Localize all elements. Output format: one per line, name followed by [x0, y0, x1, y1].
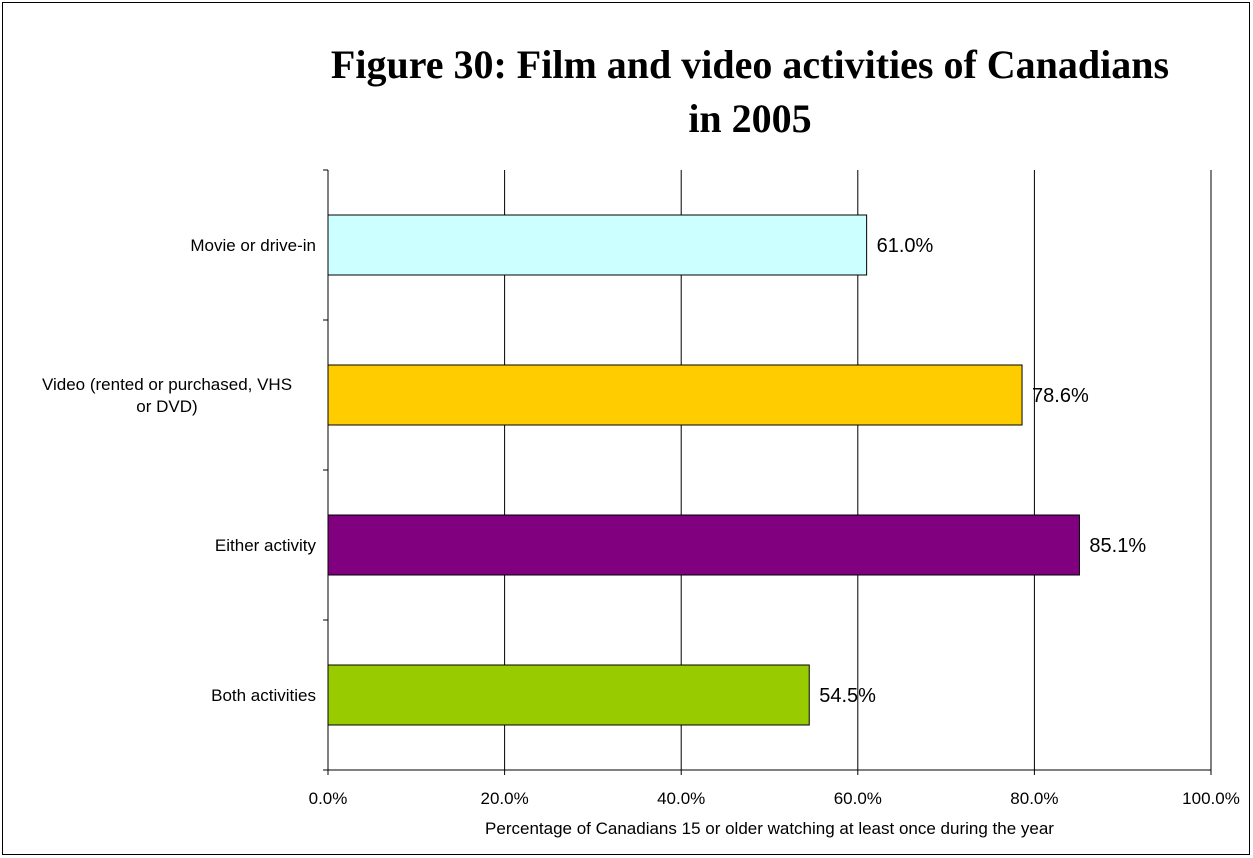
category-label: Both activities: [211, 686, 316, 705]
category-label: Movie or drive-in: [190, 236, 316, 255]
chart-title-line-2: in 2005: [688, 96, 812, 141]
data-label: 85.1%: [1089, 535, 1146, 557]
x-tick-label: 20.0%: [480, 789, 528, 808]
data-label: 61.0%: [877, 235, 934, 257]
chart-title-line-1: Figure 30: Film and video activities of …: [330, 42, 1170, 87]
data-label: 54.5%: [819, 685, 876, 707]
bar: [327, 364, 1023, 426]
bar: [327, 214, 868, 276]
category-label: Video (rented or purchased, VHS: [42, 375, 292, 394]
category-label: Either activity: [215, 536, 317, 555]
bar: [327, 514, 1080, 576]
x-tick-label: 100.0%: [1182, 789, 1240, 808]
x-tick-label: 40.0%: [657, 789, 705, 808]
chart-title: Figure 30: Film and video activities of …: [300, 38, 1200, 146]
bar: [327, 664, 810, 726]
category-label: or DVD): [136, 397, 197, 416]
x-tick-label: 0.0%: [309, 789, 348, 808]
x-tick-label: 60.0%: [834, 789, 882, 808]
x-tick-label: 80.0%: [1010, 789, 1058, 808]
x-axis-title: Percentage of Canadians 15 or older watc…: [485, 819, 1054, 838]
data-label: 78.6%: [1032, 385, 1089, 407]
